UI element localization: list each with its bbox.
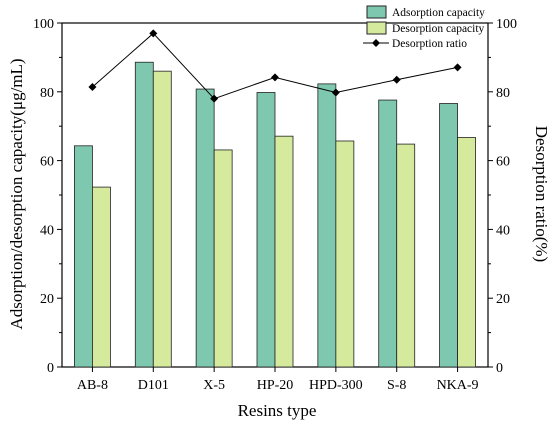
bar-adsorption-HP-20 — [256, 92, 276, 368]
bar-desorption-HPD-300 — [335, 140, 355, 368]
ratio-point-HP-20 — [271, 73, 279, 82]
x-tick-label-HP-20: HP-20 — [257, 378, 294, 393]
x-tick-label-X-5: X-5 — [203, 378, 225, 393]
bar-desorption-X-5 — [213, 149, 233, 368]
bars-layer — [74, 61, 476, 368]
legend-marker-ratio — [372, 39, 380, 47]
x-tick-label-S-8: S-8 — [387, 378, 406, 393]
ratio-point-AB-8 — [88, 82, 97, 91]
ratio-point-X-5 — [210, 94, 219, 103]
legend-swatch-adsorption — [366, 5, 387, 19]
y-axis-left-title: Adsorption/desorption capacity(μg/mL) — [7, 58, 26, 329]
y-tick-label-40: 40 — [40, 223, 54, 238]
y2-tick-label-80: 80 — [496, 86, 510, 101]
ratio-point-D101 — [149, 29, 158, 38]
x-axis-title: Resins type — [238, 401, 317, 420]
bar-desorption-S-8 — [396, 143, 416, 368]
bar-adsorption-AB-8 — [74, 145, 93, 368]
bar-desorption-AB-8 — [92, 186, 111, 368]
ratio-line-layer — [88, 29, 462, 103]
bar-desorption-HP-20 — [274, 135, 294, 368]
legend: Adsorption capacity Desorption capacity … — [363, 5, 485, 50]
bar-desorption-D101 — [152, 70, 172, 368]
bar-adsorption-D101 — [134, 61, 154, 368]
y2-tick-label-0: 0 — [496, 361, 503, 376]
legend-swatch-desorption — [366, 21, 387, 35]
bar-adsorption-HPD-300 — [317, 83, 337, 368]
bar-adsorption-S-8 — [378, 99, 398, 368]
y-tick-label-100: 100 — [33, 17, 54, 32]
y2-tick-label-40: 40 — [496, 223, 510, 238]
ratio-point-HPD-300 — [331, 88, 340, 97]
y-tick-label-80: 80 — [40, 86, 54, 101]
bar-adsorption-NKA-9 — [439, 103, 458, 368]
y-axis-right-title: Desorption ratio(%) — [532, 126, 550, 262]
ratio-point-S-8 — [392, 75, 401, 84]
x-axis: AB-8 D101 X-5 HP-20 HPD-300 S-8 NKA-9 — [77, 367, 479, 393]
bar-desorption-NKA-9 — [457, 137, 476, 368]
y-tick-label-60: 60 — [40, 155, 54, 170]
x-tick-label-NKA-9: NKA-9 — [437, 378, 479, 393]
legend-label-ratio: Desorption ratio — [392, 38, 467, 50]
legend-label-adsorption: Adsorption capacity — [392, 7, 485, 19]
y2-tick-label-60: 60 — [496, 155, 510, 170]
y-tick-label-20: 20 — [40, 292, 54, 307]
x-tick-label-HPD-300: HPD-300 — [309, 378, 363, 393]
y2-tick-label-100: 100 — [496, 17, 517, 32]
y-axis-left: 0 20 40 60 80 100 — [33, 17, 62, 376]
ratio-point-NKA-9 — [453, 63, 462, 72]
y-axis-right: 0 20 40 60 80 100 — [488, 17, 517, 376]
x-tick-label-D101: D101 — [138, 378, 169, 393]
x-tick-label-AB-8: AB-8 — [77, 378, 108, 393]
legend-label-desorption: Desorption capacity — [392, 23, 485, 35]
y-tick-label-0: 0 — [47, 361, 54, 376]
y2-tick-label-20: 20 — [496, 292, 510, 307]
bar-adsorption-X-5 — [195, 88, 215, 368]
